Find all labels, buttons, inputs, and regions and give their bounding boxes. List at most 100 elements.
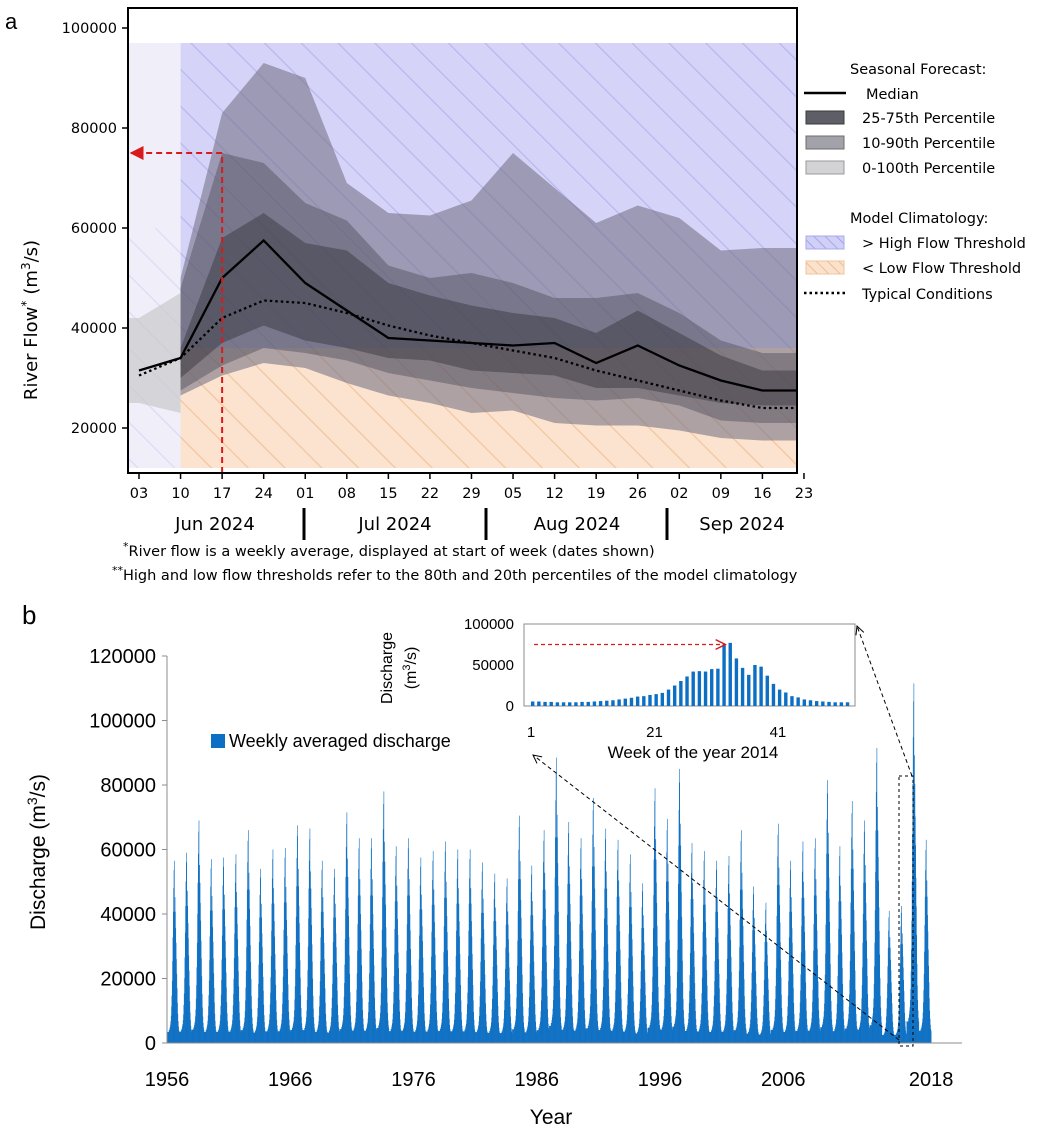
discharge-bar	[209, 960, 210, 1043]
discharge-bar	[720, 1026, 722, 1043]
discharge-bar	[737, 1021, 738, 1043]
discharge-bar	[835, 1027, 836, 1043]
discharge-bar	[581, 879, 583, 1043]
discharge-bar	[346, 812, 348, 1043]
discharge-bar	[329, 1029, 331, 1043]
discharge-bar	[449, 1024, 451, 1043]
discharge-bar	[860, 1020, 861, 1043]
discharge-bar	[811, 1012, 813, 1043]
discharge-bar	[394, 954, 395, 1043]
discharge-bar	[303, 1030, 304, 1043]
discharge-bar	[643, 915, 644, 1043]
discharge-bar	[458, 921, 460, 1043]
discharge-bar	[488, 1032, 489, 1043]
discharge-bar	[204, 1031, 206, 1043]
discharge-bar	[777, 834, 779, 1043]
discharge-bar	[906, 1034, 907, 1043]
discharge-bar	[449, 1018, 450, 1043]
panel-b-x-label: Year	[530, 1106, 572, 1129]
discharge-bar	[415, 1030, 416, 1043]
discharge-bar	[566, 967, 567, 1043]
discharge-bar	[214, 1002, 215, 1043]
discharge-bar	[393, 976, 395, 1043]
discharge-bar	[861, 1009, 862, 1043]
discharge-bar	[269, 1004, 271, 1043]
discharge-bar	[220, 1015, 221, 1043]
discharge-bar	[235, 854, 237, 1043]
discharge-bar	[597, 1025, 599, 1043]
discharge-bar	[676, 988, 678, 1043]
discharge-bar	[808, 1030, 810, 1043]
discharge-bar	[256, 1027, 257, 1043]
discharge-bar	[698, 1029, 700, 1043]
discharge-bar	[238, 971, 239, 1043]
discharge-bar	[879, 954, 881, 1043]
discharge-bar	[892, 1013, 893, 1043]
discharge-bar	[849, 980, 851, 1043]
discharge-bar	[209, 936, 211, 1043]
discharge-bar	[723, 1031, 724, 1043]
discharge-bar	[784, 1032, 785, 1043]
inset-bar	[771, 683, 776, 706]
discharge-bar	[891, 992, 892, 1043]
discharge-bar	[697, 1031, 699, 1043]
discharge-bar	[441, 1022, 442, 1043]
discharge-bar	[238, 1001, 240, 1043]
discharge-bar	[270, 992, 271, 1043]
discharge-bar	[593, 846, 595, 1043]
discharge-bar	[453, 1025, 454, 1043]
discharge-bar	[744, 996, 745, 1043]
discharge-bar	[798, 1024, 800, 1043]
discharge-bar	[661, 1027, 663, 1043]
discharge-bar	[356, 1002, 357, 1043]
discharge-bar	[570, 959, 572, 1043]
discharge-bar	[389, 1031, 391, 1043]
inset-ytick-label: 100000	[464, 616, 514, 633]
discharge-bar	[332, 964, 334, 1043]
discharge-bar	[301, 1023, 303, 1043]
discharge-bar	[264, 1030, 266, 1043]
discharge-bar	[208, 1006, 209, 1043]
discharge-bar	[876, 830, 878, 1043]
discharge-bar	[196, 967, 198, 1043]
discharge-bar	[738, 970, 740, 1043]
discharge-bar	[707, 1000, 708, 1043]
discharge-bar	[770, 1029, 772, 1043]
discharge-bar	[664, 984, 666, 1043]
discharge-bar	[181, 1029, 182, 1043]
discharge-bar	[604, 918, 605, 1043]
discharge-bar	[756, 996, 757, 1043]
discharge-bar	[277, 1031, 279, 1043]
discharge-bar	[484, 974, 486, 1043]
discharge-bar	[920, 1028, 922, 1043]
discharge-bar	[661, 1029, 662, 1043]
discharge-bar	[498, 1022, 499, 1043]
discharge-bar	[511, 1033, 513, 1043]
discharge-bar	[783, 1032, 785, 1043]
discharge-bar	[348, 936, 350, 1043]
discharge-bar	[378, 1025, 379, 1043]
discharge-bar	[558, 934, 560, 1043]
discharge-bar	[342, 1019, 344, 1043]
discharge-bar	[293, 1016, 295, 1043]
discharge-bar	[891, 982, 892, 1043]
discharge-bar	[649, 1025, 651, 1043]
discharge-bar	[925, 870, 926, 1043]
discharge-bar	[600, 1025, 602, 1043]
discharge-bar	[285, 886, 287, 1043]
discharge-bar	[312, 978, 314, 1043]
a-xtick-label: 02	[670, 486, 688, 502]
discharge-bar	[649, 1027, 650, 1043]
discharge-bar	[270, 977, 272, 1043]
discharge-bar	[402, 1030, 404, 1043]
discharge-bar	[486, 1030, 488, 1043]
discharge-bar	[616, 951, 617, 1043]
discharge-bar	[442, 1012, 443, 1043]
discharge-bar	[715, 888, 717, 1043]
discharge-bar	[701, 977, 703, 1043]
discharge-bar	[617, 849, 619, 1043]
discharge-bar	[515, 1015, 517, 1043]
discharge-bar	[398, 952, 399, 1043]
a-xtick-label: 08	[338, 486, 356, 502]
discharge-bar	[427, 1029, 429, 1043]
